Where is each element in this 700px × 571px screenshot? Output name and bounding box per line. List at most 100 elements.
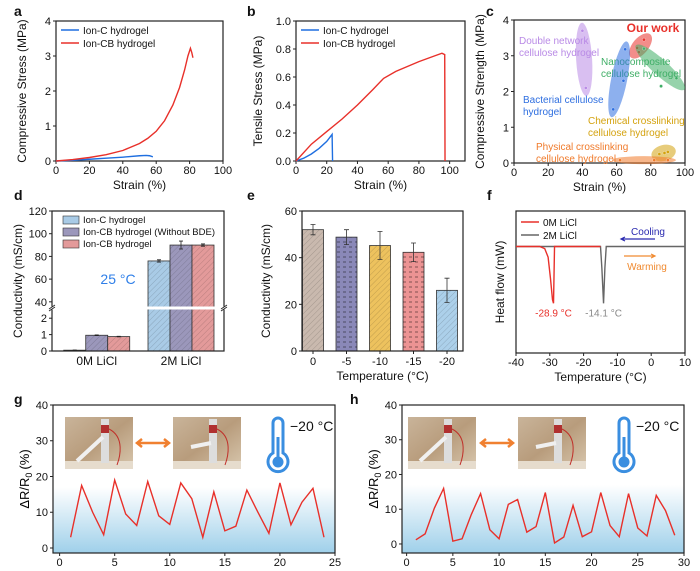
x-tick-label: 100: [440, 165, 458, 177]
x-tick-label: 5: [450, 557, 456, 569]
y-axis-label: ΔR/R0 (%): [17, 449, 34, 508]
error-bar: [310, 224, 316, 236]
error-bar: [94, 334, 99, 336]
x-tick-label: 0: [57, 557, 63, 569]
cooling-arrow-icon: [619, 236, 655, 242]
double-arrow-icon: [478, 438, 516, 448]
y-tick-label: 3: [503, 51, 509, 63]
panel-label-d: d: [14, 187, 23, 203]
panel-label-a: a: [14, 3, 22, 19]
legend-label: Ion-CB hydrogel: [83, 239, 152, 250]
y-tick-label: 0.4: [276, 100, 291, 112]
y-tick-label: 1: [41, 330, 47, 342]
temperature-annotation: −20 °C: [290, 418, 333, 434]
panel-e: 0 -5 -10 -15 -20 0 20 40 60 Temperature (°C) Condu…: [259, 206, 464, 383]
series-line: [415, 486, 676, 545]
panel-b: 0 20 40 60 80 100 0.0 0.2 0.4 0.6 0.8 1.0 Strain (%)…: [251, 16, 466, 192]
x-category-label: 0M LiCl: [76, 354, 117, 368]
inset-photo-1: [408, 417, 476, 469]
photo-floor: [173, 461, 241, 469]
panel-label-g: g: [14, 391, 23, 407]
y-tick-label: 0.6: [276, 72, 291, 84]
bar-pattern: [302, 229, 324, 351]
sensor: [101, 425, 109, 433]
temperature-annotation: −20 °C: [636, 418, 679, 434]
x-tick-label: -10: [609, 357, 625, 369]
series-line-1: [55, 46, 194, 162]
y-tick-label: 0: [45, 156, 51, 168]
y-tick-label: 2: [503, 87, 509, 99]
x-tick-label: -15: [406, 356, 422, 368]
data-point: [621, 79, 626, 83]
photo-floor: [65, 461, 133, 469]
group-ellipse: [612, 156, 676, 165]
error-bar: [116, 335, 121, 338]
photo-floor: [518, 461, 586, 469]
x-tick-label: 100: [676, 167, 694, 179]
warming-arrow-icon: [624, 253, 657, 259]
y-tick-label: 4: [503, 15, 509, 27]
sensor-wire: [108, 428, 121, 466]
legend-swatch: [62, 227, 80, 237]
x-tick-label: 100: [214, 165, 232, 177]
axis-break-mark: [48, 304, 56, 312]
y-tick-label: 20: [36, 471, 48, 483]
y-tick-label: 10: [385, 504, 397, 516]
y-tick-label: 120: [29, 206, 47, 218]
x-tick-label: 15: [539, 557, 551, 569]
x-tick-label: 0: [511, 167, 517, 179]
y-tick-label: 0.2: [276, 128, 291, 140]
legend-label: 2M LiCl: [543, 231, 577, 242]
x-axis-label: Strain (%): [354, 178, 407, 192]
double-arrow-icon: [134, 438, 172, 448]
y-tick-label: 20: [285, 299, 297, 311]
peak-label: -14.1 °C: [585, 308, 622, 319]
x-tick-label: -30: [542, 357, 558, 369]
robot-joint: [418, 435, 448, 463]
legend-label: Ion-CB hydrogel: [323, 39, 395, 50]
y-tick-label: 0: [291, 346, 297, 358]
peak-label: -28.9 °C: [535, 308, 572, 319]
y-axis-label-subscript: 0: [24, 473, 34, 478]
robot-joint: [75, 435, 105, 463]
y-tick-label: 4: [45, 16, 51, 28]
y-tick-label: 80: [35, 251, 47, 263]
group-label: Nanocomposite: [601, 57, 671, 68]
legend-label: Ion-C hydrogel: [323, 26, 389, 37]
x-axis-label: Temperature (°C): [336, 369, 428, 383]
y-tick-label: 40: [35, 297, 47, 309]
group-label: cellulose hydrogel: [588, 128, 668, 139]
x-tick-label: -10: [372, 356, 388, 368]
group-ellipse: [608, 41, 631, 118]
sensor: [444, 425, 452, 433]
x-tick-label: 0: [293, 165, 299, 177]
data-point: [623, 47, 627, 52]
data-point: [666, 150, 670, 154]
data-point: [642, 46, 646, 51]
inset-photo-1: [65, 417, 133, 469]
x-tick-label: 20: [321, 165, 333, 177]
sensor: [554, 425, 562, 433]
error-bar: [411, 242, 416, 263]
y-axis-label: ΔR/R0 (%): [366, 449, 383, 508]
inset-photo-2: [173, 417, 241, 469]
x-tick-label: 20: [274, 557, 286, 569]
series-line: [69, 477, 325, 541]
robot-joint: [535, 441, 557, 449]
bar-pattern: [369, 245, 391, 351]
series-line-1: [516, 245, 685, 304]
error-bar: [179, 240, 183, 250]
data-point: [611, 107, 615, 112]
x-tick-label: 80: [645, 167, 657, 179]
x-tick-label: 80: [413, 165, 425, 177]
bar-pattern: [436, 290, 458, 351]
y-tick-label: 0: [391, 539, 397, 551]
y-axis-label: Tensile Stress (MPa): [251, 36, 265, 147]
y-tick-label: 1.0: [276, 16, 291, 28]
x-tick-label: 60: [382, 165, 394, 177]
panel-label-c: c: [486, 3, 494, 19]
x-tick-label: 60: [150, 165, 162, 177]
error-bar: [444, 277, 450, 303]
